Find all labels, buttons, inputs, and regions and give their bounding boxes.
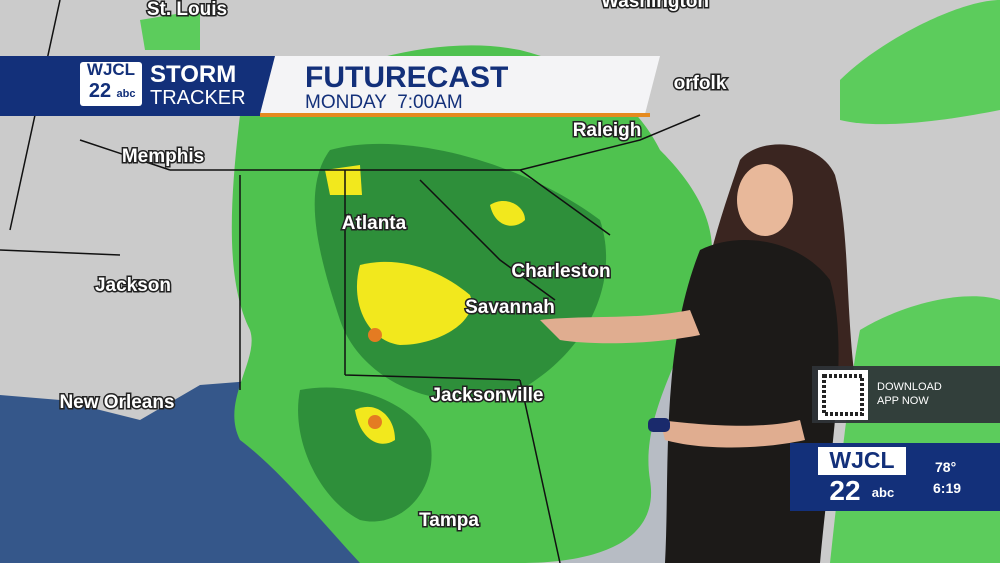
bug-temperature: 78° — [935, 459, 956, 475]
banner-title: FUTURECAST — [305, 61, 508, 94]
city-label: Jackson — [95, 275, 171, 296]
logo-network: abc — [117, 88, 136, 100]
city-label: Charleston — [511, 261, 610, 282]
city-label: Tampa — [419, 510, 479, 531]
city-label: Savannah — [465, 297, 555, 318]
brand-bottom: TRACKER — [150, 87, 246, 109]
banner-subtitle: MONDAY 7:00AM — [305, 92, 463, 113]
station-bug: WJCL 22 abc 78° 6:19 — [790, 443, 1000, 511]
city-label: Atlanta — [342, 213, 407, 234]
city-label: St. Louis — [147, 0, 227, 20]
city-label: Memphis — [122, 146, 204, 167]
city-label: Washington — [601, 0, 709, 12]
logo-call: WJCL — [87, 60, 135, 79]
city-label: New Orleans — [59, 392, 174, 413]
bug-channel: 22 — [829, 475, 860, 506]
promo-line: APP NOW — [877, 395, 929, 407]
banner: WJCL 22 abc STORM TRACKER FUTURECAST MON… — [0, 56, 660, 117]
promo-line: DOWNLOAD — [877, 381, 942, 393]
bug-time: 6:19 — [933, 480, 961, 496]
city-label: Jacksonville — [430, 385, 543, 406]
bug-network: abc — [872, 485, 894, 500]
city-label: orfolk — [674, 73, 727, 94]
city-label: Raleigh — [573, 120, 642, 141]
brand-top: STORM — [150, 61, 236, 88]
app-promo: DOWNLOAD APP NOW — [812, 366, 1000, 423]
logo-channel: 22 — [89, 80, 111, 102]
bug-call: WJCL — [829, 447, 894, 473]
